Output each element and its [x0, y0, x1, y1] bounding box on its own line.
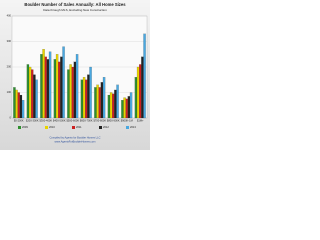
- bar: [136, 66, 140, 119]
- bar: [100, 82, 104, 119]
- legend-swatch: [126, 126, 129, 129]
- bar: [31, 69, 34, 119]
- bar: [123, 97, 126, 119]
- bar: [80, 79, 84, 119]
- bar: [67, 69, 70, 119]
- bar: [75, 54, 79, 119]
- bar: [125, 98, 128, 119]
- bar: [44, 56, 47, 119]
- bar: [33, 74, 36, 119]
- x-tick-label: $1M+: [137, 119, 144, 123]
- bar: [94, 87, 97, 119]
- legend-label: 2009: [22, 125, 28, 129]
- bar: [114, 89, 117, 119]
- y-tick-label: 400: [7, 14, 12, 18]
- bar: [42, 49, 45, 119]
- bar: [62, 46, 65, 119]
- bar: [60, 56, 63, 119]
- bar: [96, 84, 99, 119]
- bar: [46, 59, 50, 119]
- bar: [58, 61, 61, 119]
- bar: [48, 51, 52, 119]
- bar: [40, 54, 43, 119]
- legend-swatch: [72, 126, 75, 129]
- legend-label: 2011: [76, 125, 82, 129]
- bar: [21, 100, 25, 119]
- bar: [121, 100, 124, 119]
- legend-label: 2010: [49, 125, 55, 129]
- bar: [98, 87, 101, 119]
- bar: [116, 84, 119, 119]
- bar: [15, 89, 18, 119]
- chart: Boulder Number of Sales Annually: All Ho…: [0, 0, 150, 150]
- bar: [112, 93, 115, 119]
- y-tick-label: 100: [7, 90, 12, 94]
- bar: [109, 92, 113, 119]
- bar: [102, 77, 106, 119]
- bar: [71, 66, 74, 119]
- bar: [35, 79, 38, 119]
- bar: [139, 64, 142, 119]
- bar: [28, 66, 32, 119]
- x-tick-label: $0-200K: [14, 119, 24, 123]
- legend-label: 2013: [130, 125, 136, 129]
- legend-label: 2012: [103, 125, 109, 129]
- bar: [89, 66, 92, 119]
- x-tick-label: $400-500K: [53, 119, 66, 123]
- x-tick-label: $300-400K: [39, 119, 52, 123]
- footer: www.AgentsForBoulderHomes.com: [55, 140, 96, 144]
- bar: [13, 87, 16, 119]
- legend-swatch: [99, 126, 102, 129]
- x-tick-label: $200-300K: [26, 119, 39, 123]
- bar: [85, 79, 88, 119]
- footer: Compiled by Agents for Boulder Homes LLC: [50, 136, 101, 140]
- bar: [87, 74, 90, 119]
- y-tick-label: 300: [7, 39, 12, 43]
- bar: [19, 94, 23, 119]
- bar: [129, 92, 133, 119]
- bar: [134, 77, 138, 119]
- x-tick-label: $800-900K: [107, 119, 120, 123]
- bar: [73, 61, 77, 119]
- legend-swatch: [45, 126, 48, 129]
- x-tick-label: $600-700K: [80, 119, 93, 123]
- chart-title: Boulder Number of Sales Annually: All Ho…: [24, 2, 126, 7]
- bar: [143, 33, 146, 119]
- bar: [55, 54, 59, 119]
- bar: [141, 56, 144, 119]
- legend-swatch: [18, 126, 21, 129]
- y-tick-label: 0: [10, 116, 12, 120]
- chart-subtitle: Data through MLS, Excluding New Construc…: [43, 8, 107, 12]
- bar: [82, 77, 86, 119]
- bar: [127, 96, 131, 119]
- x-tick-label: $700-800K: [93, 119, 106, 123]
- bar: [53, 59, 57, 119]
- y-tick-label: 200: [7, 65, 12, 69]
- bar: [17, 92, 20, 119]
- x-tick-label: $900K-1M: [121, 119, 133, 123]
- x-tick-label: $500-600K: [66, 119, 79, 123]
- bar: [107, 94, 111, 119]
- bar: [69, 64, 72, 119]
- bar: [26, 64, 30, 119]
